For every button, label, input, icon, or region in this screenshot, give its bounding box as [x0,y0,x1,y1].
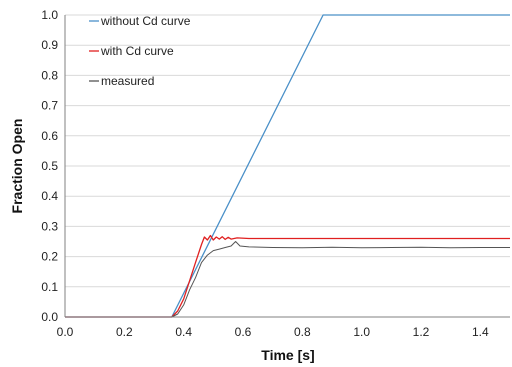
x-tick-label: 1.0 [353,325,370,339]
y-tick-label: 0.9 [41,38,58,52]
y-tick-labels: 0.0 0.1 0.2 0.3 0.4 0.5 0.6 0.7 0.8 0.9 1.0 [41,8,58,324]
series-line-with-cd [65,234,510,318]
x-tick-label: 0.2 [116,325,133,339]
legend-label-without-cd: without Cd curve [100,14,191,28]
x-tick-label: 0.4 [175,325,192,339]
legend: without Cd curve with Cd curve measured [89,14,191,88]
x-tick-labels: 0.0 0.2 0.4 0.6 0.8 1.0 1.2 1.4 [57,325,489,339]
legend-label-measured: measured [101,74,154,88]
y-tick-label: 0.6 [41,129,58,143]
y-tick-label: 0.4 [41,189,58,203]
x-axis-title: Time [s] [261,347,314,363]
y-tick-label: 0.5 [41,159,58,173]
axes [64,15,510,318]
x-tick-label: 1.2 [413,325,430,339]
y-tick-label: 0.0 [41,310,58,324]
x-tick-label: 0.8 [294,325,311,339]
legend-label-with-cd: with Cd curve [100,44,174,58]
y-tick-label: 1.0 [41,8,58,22]
x-tick-label: 0.0 [57,325,74,339]
y-tick-label: 0.2 [41,250,58,264]
y-tick-label: 0.8 [41,68,58,82]
y-axis-title: Fraction Open [9,119,25,214]
y-tick-label: 0.7 [41,99,58,113]
series-line-measured [65,241,510,318]
x-tick-label: 0.6 [235,325,252,339]
x-tick-label: 1.4 [472,325,489,339]
y-tick-label: 0.1 [41,280,58,294]
y-tick-label: 0.3 [41,219,58,233]
